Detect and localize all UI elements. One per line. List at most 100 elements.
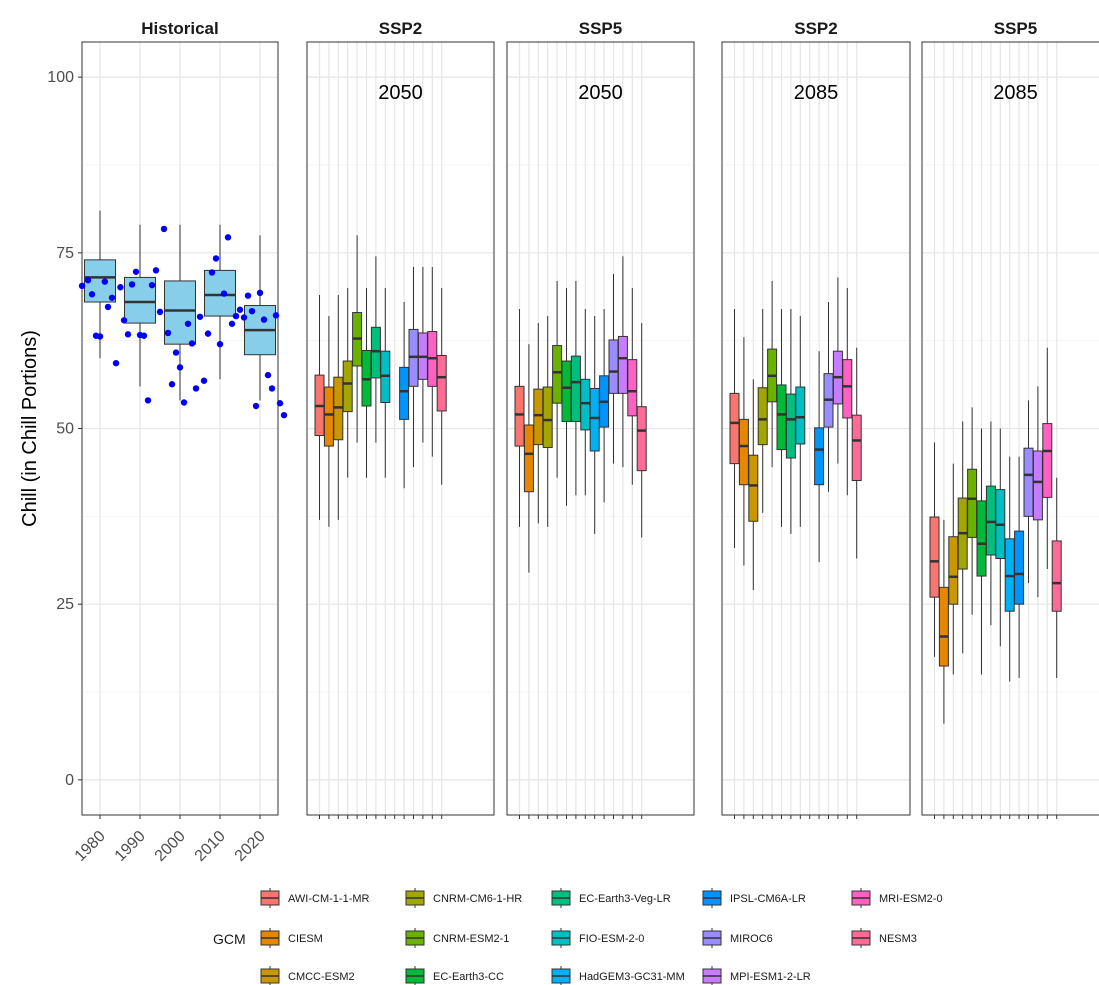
box-awi-cm-1-1-mr	[729, 309, 740, 548]
y-tick-label: 50	[56, 421, 74, 438]
historical-point	[180, 399, 188, 406]
legend-label: NESM3	[879, 933, 917, 945]
box-body	[985, 485, 996, 556]
historical-point	[252, 402, 260, 410]
historical-point	[140, 332, 148, 339]
historical-point	[232, 312, 240, 320]
historical-box-2010	[204, 224, 236, 380]
box-ec-earth3-cc	[976, 428, 987, 675]
legend-entry: FIO-ESM-2-0	[551, 928, 644, 948]
box-body	[533, 388, 544, 446]
box-body	[1014, 530, 1025, 605]
box-mpi-esm1-2-lr	[417, 266, 428, 443]
box-cmcc-esm2	[333, 294, 344, 520]
box-ciesm	[323, 316, 334, 527]
panel-border	[721, 41, 911, 816]
box-mri-esm2-0	[627, 287, 638, 485]
historical-point	[264, 371, 272, 379]
historical-point	[192, 385, 200, 392]
panel-year-label: 2050	[578, 82, 623, 104]
panels	[78, 41, 1099, 819]
box-ec-earth3-cc	[561, 287, 572, 506]
box-miroc6	[408, 266, 419, 468]
box-body	[570, 355, 581, 422]
box-ipsl-cm6a-lr	[814, 351, 825, 563]
historical-point	[208, 269, 216, 276]
historical-point	[152, 267, 160, 274]
box-body	[1042, 423, 1053, 498]
historical-point	[156, 308, 164, 316]
historical-point	[78, 282, 86, 290]
historical-box-1990	[124, 224, 156, 387]
historical-point	[216, 340, 224, 348]
box-nesm3	[851, 347, 862, 559]
panel-year-label: 2085	[993, 82, 1038, 104]
legend-entry: CNRM-CM6-1-HR	[405, 888, 522, 908]
legend-label: EC-Earth3-CC	[433, 971, 504, 983]
panel-border	[921, 41, 1099, 816]
box-mri-esm2-0	[1042, 347, 1053, 570]
box-body	[929, 516, 940, 598]
box-mri-esm2-0	[427, 266, 438, 457]
box-ec-earth3-cc	[361, 287, 372, 478]
historical-point	[268, 385, 276, 392]
box-body	[561, 360, 572, 422]
box-body	[967, 468, 978, 538]
legend-label: IPSL-CM6A-LR	[730, 893, 806, 905]
box-body	[523, 424, 534, 493]
box-body	[785, 393, 796, 459]
box-body	[323, 386, 334, 447]
box-fio-esm-2-0	[995, 428, 1006, 647]
historical-point	[236, 306, 244, 313]
historical-point	[228, 320, 236, 327]
box-body	[1032, 450, 1043, 521]
historical-point	[117, 284, 124, 291]
historical-point	[224, 234, 232, 241]
panel-title-0: Historical	[141, 19, 218, 38]
x-tick-label: 2010	[192, 828, 229, 865]
panel-title-4: SSP5	[994, 19, 1037, 38]
box-body	[514, 385, 525, 447]
historical-box-2020	[244, 235, 276, 401]
x-tick-label: 2000	[152, 828, 189, 865]
historical-point	[204, 330, 212, 337]
box-hadgem3-gc31-mm	[1004, 456, 1015, 682]
historical-point	[184, 320, 192, 327]
historical-point	[168, 381, 176, 388]
historical-point	[160, 225, 168, 233]
legend-label: CMCC-ESM2	[288, 971, 355, 983]
box-cnrm-cm6-1-hr	[342, 287, 353, 478]
historical-point	[276, 400, 284, 407]
panel-border	[306, 41, 495, 816]
box-ec-earth3-veg-lr	[570, 280, 581, 496]
box-miroc6	[608, 273, 619, 464]
box-body	[842, 359, 853, 419]
historical-point	[84, 277, 92, 284]
historical-point	[172, 349, 180, 356]
panel-year-label: 2085	[794, 82, 839, 104]
box-body	[1023, 447, 1034, 517]
box-body	[976, 500, 987, 577]
legend-entry: AWI-CM-1-1-MR	[260, 888, 370, 908]
box-body	[636, 406, 647, 472]
x-tick-label: 2020	[232, 828, 269, 865]
historical-point	[200, 377, 208, 384]
y-tick-label: 75	[56, 245, 74, 262]
historical-point	[148, 281, 156, 289]
y-axis-label: Chill (in Chill Portions)	[19, 330, 41, 527]
box-cnrm-esm2-1	[967, 407, 978, 615]
historical-point	[120, 317, 128, 324]
box-cmcc-esm2	[948, 463, 959, 675]
historical-point	[188, 340, 196, 347]
box-body	[851, 414, 862, 482]
historical-point	[164, 329, 172, 337]
panel-title-2: SSP5	[579, 19, 622, 38]
box-marks	[78, 210, 1062, 724]
historical-point	[128, 281, 136, 288]
historical-point	[248, 307, 256, 315]
historical-point	[144, 397, 152, 404]
historical-point	[280, 411, 288, 419]
legend-entry: CMCC-ESM2	[260, 966, 355, 985]
legend-entry: CNRM-ESM2-1	[405, 928, 509, 948]
historical-point	[104, 303, 112, 311]
